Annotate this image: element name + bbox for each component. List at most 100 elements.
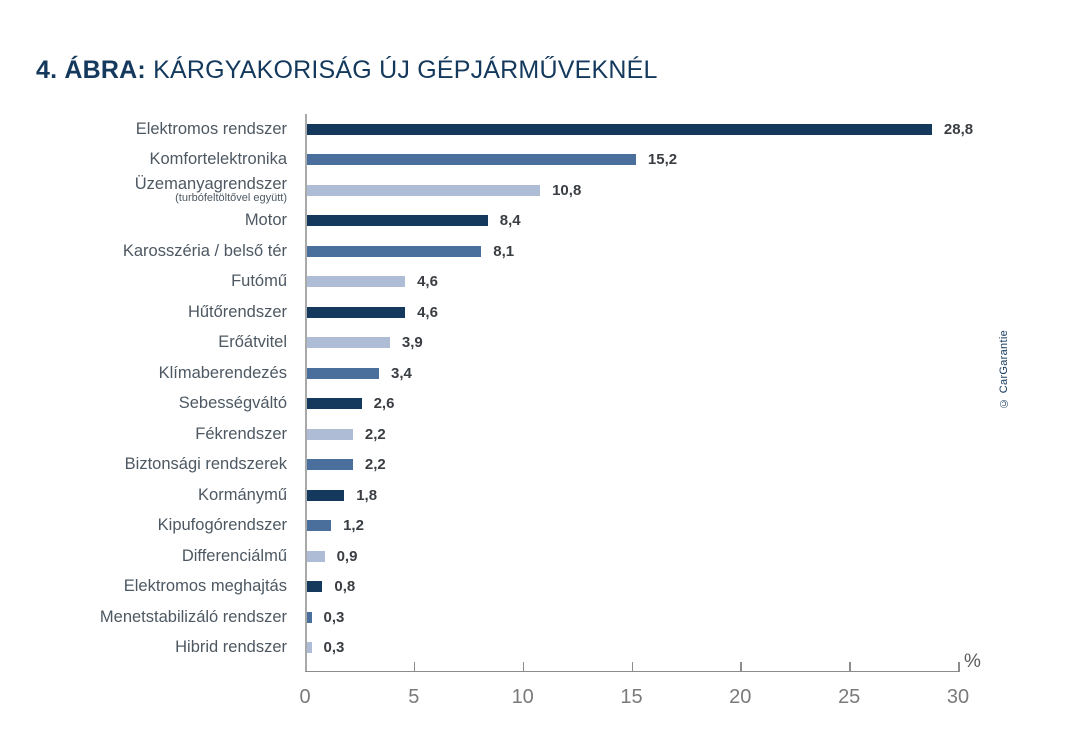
bar <box>305 154 636 166</box>
category-label: Elektromos rendszer <box>135 119 287 138</box>
category-label: Klímaberendezés <box>158 363 287 382</box>
bar-area: 0,8 <box>305 578 355 595</box>
category-label: Menetstabilizáló rendszer <box>99 607 287 626</box>
bar-area: 1,2 <box>305 517 364 534</box>
bar <box>305 581 323 593</box>
chart-row: Karosszéria / belső tér 8,1 <box>0 236 1040 267</box>
x-axis-tick-label: 15 <box>620 686 643 708</box>
category-label: Elektromos meghajtás <box>123 577 287 596</box>
category-label: Hűtőrendszer <box>187 302 287 321</box>
category-label: Kipufogórendszer <box>157 516 287 535</box>
value-label: 3,4 <box>391 364 412 382</box>
value-label: 4,6 <box>417 303 438 321</box>
category-label: Differenciálmű <box>181 546 287 565</box>
value-label: 1,8 <box>356 486 378 504</box>
chart-row: Kipufogórendszer 1,2 <box>0 511 1040 542</box>
bar <box>305 642 312 654</box>
value-label: 2,2 <box>364 425 386 443</box>
bar-area: 8,1 <box>305 242 515 260</box>
bar-area: 0,3 <box>305 608 345 626</box>
chart-row: Differenciálmű 0,9 <box>0 541 1040 572</box>
bar-area: 10,8 <box>305 181 582 199</box>
category-label: Kormánymű <box>198 485 287 504</box>
category-label: Sebességváltó <box>178 394 287 413</box>
chart-row: Hibrid rendszer 0,3 <box>0 633 1040 664</box>
x-axis-tick <box>958 662 960 672</box>
bar-area: 0,9 <box>305 547 358 565</box>
value-label: 0,3 <box>323 639 345 657</box>
x-axis-tick <box>522 662 525 672</box>
chart-title: 4. ÁBRA: KÁRGYAKORISÁG ÚJ GÉPJÁRMŰVEKNÉL <box>36 56 658 85</box>
value-label: 28,8 <box>943 120 974 138</box>
x-axis-tick-label: 25 <box>838 686 861 708</box>
bar <box>305 245 482 257</box>
y-axis-line <box>305 114 307 672</box>
category-label: Karosszéria / belső tér <box>122 241 287 260</box>
bar-rows: Elektromos rendszer 28,8 Komfortelektronik… <box>0 114 1040 663</box>
value-label: 15,2 <box>647 151 678 169</box>
bar-area: 4,6 <box>305 303 438 321</box>
copyright-label: © CarGarantie <box>998 330 1010 409</box>
value-label: 0,3 <box>323 608 345 626</box>
bar <box>305 367 379 379</box>
chart-title-prefix: 4. ÁBRA: <box>36 56 146 84</box>
bar-area: 4,6 <box>305 273 438 291</box>
x-axis-unit-label: % <box>964 651 981 672</box>
x-axis-tick-label: 20 <box>729 686 752 708</box>
category-label: Fékrendszer <box>195 424 287 443</box>
chart-row: Motor 8,4 <box>0 206 1040 237</box>
category-label: Motor <box>244 211 287 230</box>
value-label: 3,9 <box>401 334 423 352</box>
value-label: 0,9 <box>336 547 358 565</box>
value-label: 4,6 <box>417 273 438 291</box>
x-axis-tick <box>849 662 851 672</box>
bar-area: 28,8 <box>305 120 974 138</box>
bar <box>305 398 362 410</box>
bar <box>305 550 325 562</box>
value-label: 8,4 <box>499 212 521 230</box>
x-axis-tick-label: 10 <box>511 686 534 708</box>
bar-area: 8,4 <box>305 212 521 230</box>
value-label: 2,6 <box>373 395 395 413</box>
value-label: 10,8 <box>552 181 582 199</box>
bar <box>305 520 332 532</box>
value-label: 8,1 <box>493 242 515 260</box>
bar <box>305 611 312 623</box>
chart-row: Elektromos rendszer 28,8 <box>0 114 1040 145</box>
chart-row: Komfortelektronika 15,2 <box>0 145 1040 176</box>
bar-area: 3,9 <box>305 334 423 352</box>
x-axis-tick-label: 30 <box>946 686 970 708</box>
chart-row: Fékrendszer 2,2 <box>0 419 1040 450</box>
x-axis-tick <box>740 662 742 672</box>
chart-row: Kormánymű 1,8 <box>0 480 1040 511</box>
bar-area: 0,3 <box>305 639 345 657</box>
bar-area: 1,8 <box>305 486 378 504</box>
x-axis-tick <box>631 662 633 672</box>
bar <box>305 428 353 440</box>
bar-area: 3,4 <box>305 364 412 382</box>
bar <box>305 459 353 471</box>
category-label: Hibrid rendszer <box>175 638 287 657</box>
chart-row: Futómű 4,6 <box>0 267 1040 298</box>
x-axis-tick <box>413 662 416 672</box>
chart-row: Elektromos meghajtás 0,8 <box>0 572 1040 603</box>
x-axis-tick-label: 0 <box>299 686 311 708</box>
chart-row: Menetstabilizáló rendszer 0,3 <box>0 602 1040 633</box>
chart-row: Üzemanyagrendszer (turbófeltöltővel együt… <box>0 175 1040 206</box>
chart-row: Hűtőrendszer 4,6 <box>0 297 1040 328</box>
category-label: Biztonsági rendszerek <box>124 455 287 474</box>
chart-row: Sebességváltó 2,6 <box>0 389 1040 420</box>
bar-area: 2,2 <box>305 456 386 473</box>
category-label: Futómű <box>231 272 287 291</box>
bar <box>305 306 406 318</box>
chart-row: Erőátvitel 3,9 <box>0 328 1040 359</box>
bar-area: 15,2 <box>305 151 678 169</box>
bar <box>305 337 390 349</box>
category-label: Üzemanyagrendszer (turbófeltöltővel együt… <box>0 176 287 204</box>
chart-row: Klímaberendezés 3,4 <box>0 358 1040 389</box>
chart-row: Biztonsági rendszerek 2,2 <box>0 450 1040 481</box>
chart-title-text: KÁRGYAKORISÁG ÚJ GÉPJÁRMŰVEKNÉL <box>153 56 658 84</box>
bar <box>305 184 541 196</box>
bar-area: 2,6 <box>305 395 395 413</box>
